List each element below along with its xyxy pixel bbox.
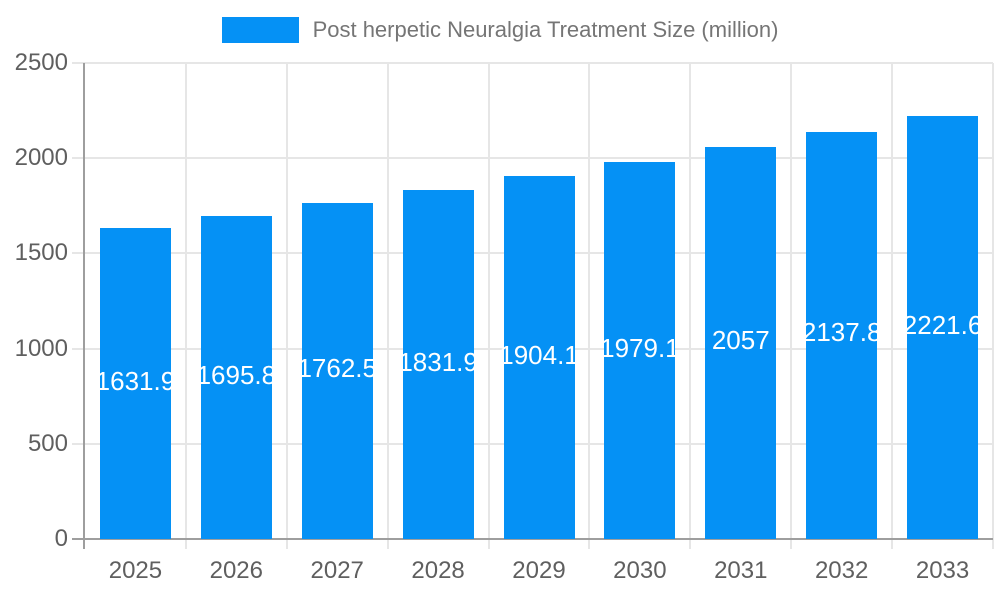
y-axis-tick-label: 1500 xyxy=(14,239,68,267)
v-gridline xyxy=(790,63,793,549)
v-gridline xyxy=(184,63,187,549)
y-axis-tick-label: 2500 xyxy=(14,49,68,76)
bar-value-label: 2137.8 xyxy=(801,317,882,348)
v-gridline xyxy=(285,63,288,549)
bar-value-label: 2221.6 xyxy=(902,309,983,340)
bar xyxy=(503,176,575,539)
bar xyxy=(402,190,474,539)
x-axis-tick-label: 2025 xyxy=(108,557,163,584)
x-axis-tick-label: 2027 xyxy=(310,557,364,584)
x-axis-tick-label: 2030 xyxy=(613,557,667,584)
legend: Post herpetic Neuralgia Treatment Size (… xyxy=(0,17,1000,43)
bar xyxy=(604,162,676,539)
bar xyxy=(200,216,272,539)
v-gridline xyxy=(588,63,591,549)
x-axis-tick-label: 2032 xyxy=(814,557,869,584)
bar-value-label: 1979.1 xyxy=(600,332,680,363)
x-axis-tick-label: 2031 xyxy=(714,557,768,584)
bar xyxy=(99,228,171,539)
y-axis-line xyxy=(83,63,85,549)
h-gridline xyxy=(72,157,993,160)
v-gridline xyxy=(891,63,894,549)
x-axis-tick-label: 2029 xyxy=(512,557,566,584)
legend-swatch xyxy=(221,17,299,43)
v-gridline xyxy=(487,63,490,549)
y-axis-tick-label: 1000 xyxy=(14,334,68,362)
bar xyxy=(705,147,777,539)
bar-value-label: 1631.9 xyxy=(95,365,176,396)
y-axis-tick-label: 0 xyxy=(54,525,68,552)
bar-value-label: 1904.1 xyxy=(499,339,579,370)
v-gridline xyxy=(992,63,994,549)
bar-value-label: 2057 xyxy=(711,325,770,356)
x-axis-line xyxy=(72,538,993,540)
h-gridline xyxy=(72,62,993,64)
bar-value-label: 1762.5 xyxy=(297,353,377,384)
x-axis-tick-label: 2033 xyxy=(915,557,970,584)
bar xyxy=(301,203,373,539)
bar xyxy=(907,116,979,539)
bar-value-label: 1695.8 xyxy=(196,359,277,390)
bar-value-label: 1831.9 xyxy=(398,346,478,377)
x-axis-tick-label: 2028 xyxy=(411,557,465,584)
legend-label: Post herpetic Neuralgia Treatment Size (… xyxy=(312,17,779,42)
x-axis-tick-label: 2026 xyxy=(209,557,263,584)
y-axis-tick-label: 500 xyxy=(27,429,68,457)
v-gridline xyxy=(689,63,692,549)
bar xyxy=(806,131,878,539)
v-gridline xyxy=(386,63,389,549)
y-axis-tick-label: 2000 xyxy=(14,144,68,172)
